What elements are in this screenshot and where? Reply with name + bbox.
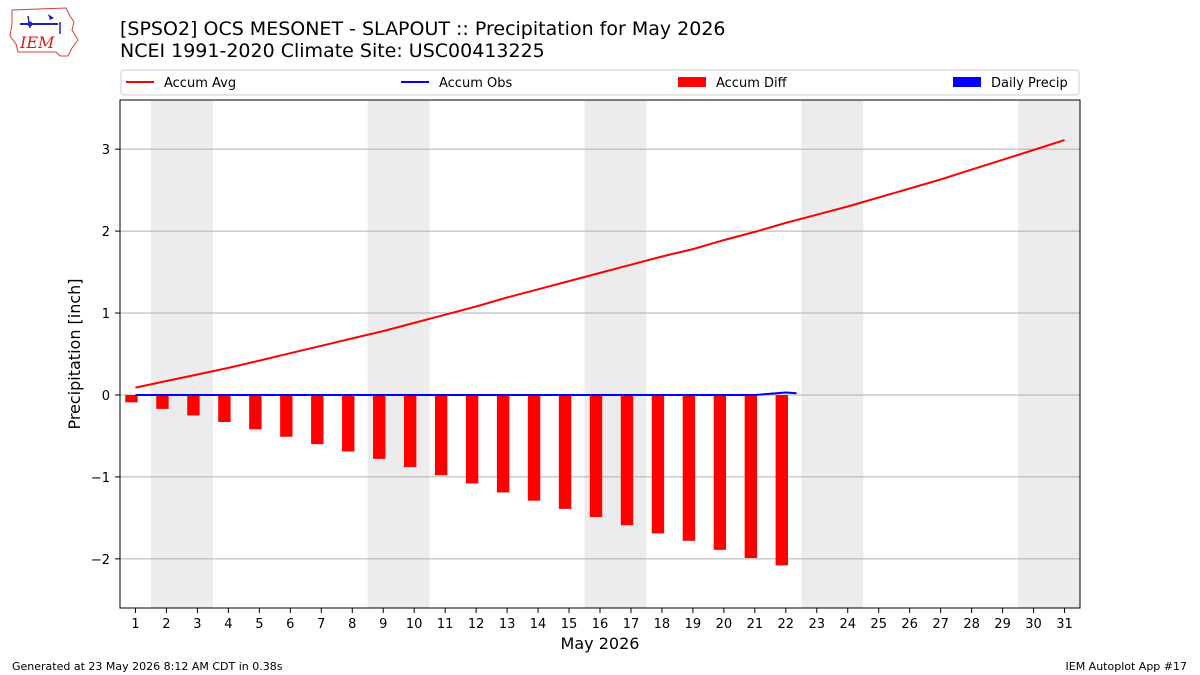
weekend-band: [584, 100, 647, 608]
chart-subtitle: NCEI 1991-2020 Climate Site: USC00413225: [120, 40, 545, 62]
x-tick-label: 23: [809, 617, 826, 632]
bar-accum-diff: [373, 394, 386, 459]
x-tick-label: 18: [654, 617, 671, 632]
bar-accum-diff: [682, 394, 696, 541]
x-tick-label: 14: [530, 617, 547, 632]
x-tick-label: 15: [561, 617, 578, 632]
x-tick-label: 24: [839, 617, 856, 632]
x-tick-label: 27: [932, 617, 949, 632]
x-tick-label: 10: [406, 617, 423, 632]
bar-accum-diff: [496, 394, 510, 493]
bar-accum-diff: [311, 394, 324, 445]
x-tick-label: 4: [224, 617, 232, 632]
x-tick-label: 25: [870, 617, 887, 632]
legend-label: Accum Avg: [164, 76, 236, 91]
bar-accum-diff: [404, 394, 417, 468]
y-tick-label: −1: [91, 471, 110, 486]
bar-accum-diff: [249, 394, 262, 430]
weekend-band: [367, 100, 430, 608]
bar-accum-diff: [218, 394, 231, 423]
x-tick-label: 6: [286, 617, 294, 632]
y-tick-label: 3: [102, 143, 110, 158]
x-tick-label: 31: [1056, 617, 1073, 632]
legend-swatch: [953, 77, 981, 87]
x-tick-label: 17: [623, 617, 640, 632]
x-tick-label: 12: [468, 617, 485, 632]
bar-accum-diff: [465, 394, 479, 484]
weekend-band: [801, 100, 864, 608]
x-tick-label: 13: [499, 617, 516, 632]
legend-box: [120, 69, 1080, 96]
bar-accum-diff: [620, 394, 634, 526]
legend-label: Accum Obs: [439, 76, 512, 91]
bar-accum-diff: [434, 394, 448, 476]
bar-accum-diff: [156, 394, 169, 409]
bar-accum-diff: [589, 394, 603, 518]
x-tick-label: 1: [131, 617, 139, 632]
y-tick-label: 2: [102, 225, 110, 240]
x-tick-label: 22: [778, 617, 795, 632]
bar-accum-diff: [651, 394, 665, 534]
bar-accum-diff: [342, 394, 355, 452]
bar-accum-diff: [744, 394, 758, 559]
x-tick-label: 11: [437, 617, 454, 632]
x-tick-label: 16: [592, 617, 609, 632]
x-tick-label: 8: [348, 617, 356, 632]
app-label: IEM Autoplot App #17: [1065, 660, 1188, 673]
y-tick-label: −2: [91, 553, 110, 568]
x-tick-label: 9: [379, 617, 387, 632]
legend-label: Accum Diff: [716, 76, 788, 91]
bar-accum-diff: [125, 394, 138, 403]
line-accum-obs: [135, 391, 797, 396]
x-tick-label: 3: [193, 617, 201, 632]
x-tick-label: 29: [994, 617, 1011, 632]
y-tick-label: 1: [102, 307, 110, 322]
x-tick-label: 21: [747, 617, 764, 632]
generated-note: Generated at 23 May 2026 8:12 AM CDT in …: [12, 660, 283, 673]
iem-logo: IEM: [9, 7, 79, 57]
chart-title: [SPSO2] OCS MESONET - SLAPOUT :: Precipi…: [120, 18, 726, 40]
x-axis-label: May 2026: [561, 634, 640, 653]
legend-label: Daily Precip: [991, 76, 1068, 91]
bar-accum-diff: [558, 394, 572, 509]
bar-accum-diff: [775, 394, 788, 566]
bar-accum-diff: [187, 394, 200, 416]
legend-swatch: [678, 77, 706, 87]
bar-accum-diff: [713, 394, 727, 550]
y-axis-label: Precipitation [inch]: [65, 278, 84, 429]
bar-accum-diff: [527, 394, 541, 501]
x-tick-label: 5: [255, 617, 263, 632]
x-tick-label: 2: [162, 617, 170, 632]
y-tick-label: 0: [102, 389, 110, 404]
x-tick-label: 7: [317, 617, 325, 632]
bar-accum-diff: [280, 394, 293, 437]
x-tick-label: 26: [901, 617, 918, 632]
x-tick-label: 20: [716, 617, 733, 632]
line-accum-avg: [135, 139, 1065, 389]
x-tick-label: 30: [1025, 617, 1042, 632]
x-tick-label: 28: [963, 617, 980, 632]
x-tick-label: 19: [685, 617, 702, 632]
logo-text: IEM: [19, 33, 55, 52]
weekend-band: [150, 100, 213, 608]
weekend-band: [1018, 100, 1080, 608]
